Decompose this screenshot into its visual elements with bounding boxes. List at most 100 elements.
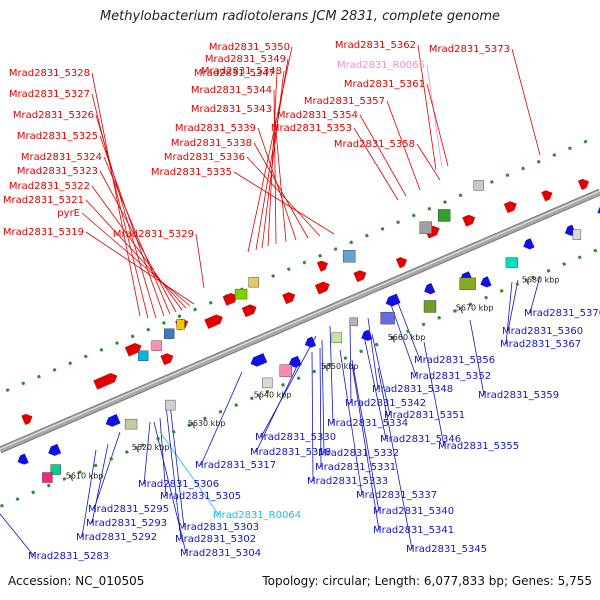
bottom-gene-label: Mrad2831_5333 [307, 476, 388, 487]
bottom-gene-label-leader [507, 279, 519, 332]
top-gene-label-leader [91, 72, 141, 317]
gene-feature-box [42, 472, 53, 483]
top-gene-label: Mrad2831_5338 [171, 138, 252, 149]
forward-gene-arrow [316, 260, 329, 272]
gene-feature-box [163, 328, 175, 339]
bottom-gene-label-leader [200, 371, 243, 466]
top-gene-label-leader [99, 170, 177, 313]
forward-gene-arrow [541, 190, 553, 202]
top-gene-label-leader [426, 64, 443, 169]
bottom-gene-label-leader [165, 405, 182, 540]
top-gene-label-leader [91, 185, 183, 311]
gene-feature-box [151, 340, 162, 351]
top-gene-label: Mrad2831_5329 [113, 229, 194, 240]
top-gene-label: Mrad2831_5322 [9, 181, 90, 192]
label-lines-layer [0, 44, 541, 557]
reverse-gene-arrow [385, 293, 401, 307]
top-gene-label: Mrad2831_5324 [21, 152, 102, 163]
reverse-gene-arrow [304, 336, 317, 348]
bottom-gene-label: Mrad2831_5331 [315, 462, 396, 473]
top-gene-label: Mrad2831_5319 [3, 227, 84, 238]
gene-feature-box [331, 332, 343, 344]
scale-tick [257, 393, 261, 401]
top-gene-label: Mrad2831_5321 [3, 195, 84, 206]
gene-feature-box [124, 418, 138, 430]
top-gene-label: Mrad2831_5353 [271, 123, 352, 134]
gene-feature-box [279, 364, 293, 377]
top-gene-label: Mrad2831_5348 [201, 66, 282, 77]
scale-tick-label: 5630 kbp [188, 419, 226, 428]
bottom-gene-label-leader [377, 367, 413, 550]
top-gene-label: Mrad2831_5349 [205, 54, 286, 65]
top-gene-label-leader [273, 108, 287, 243]
bottom-gene-label-leader [339, 349, 363, 496]
gene-features-layer [17, 178, 600, 483]
bottom-gene-label: Mrad2831_5334 [327, 418, 408, 429]
forward-gene-arrow [282, 292, 296, 305]
top-gene-label: Mrad2831_5347 [194, 68, 275, 79]
bottom-gene-label: Mrad2831_5356 [414, 355, 495, 366]
bottom-gene-label: Mrad2831_5304 [180, 548, 261, 559]
scale-tick [135, 445, 139, 453]
reverse-gene-arrow [250, 353, 268, 367]
scale-tick [324, 364, 328, 372]
bottom-gene-label: Mrad2831_5340 [373, 506, 454, 517]
reverse-gene-arrow [361, 329, 373, 341]
forward-gene-arrow [93, 372, 118, 390]
lower-guide-track [0, 246, 600, 508]
bottom-gene-label-leader [143, 421, 151, 485]
top-gene-label: Mrad2831_5335 [151, 167, 232, 178]
scale-tick-label: 5640 kbp [254, 391, 292, 400]
gene-feature-box [176, 319, 185, 330]
gene-feature-box [349, 317, 358, 327]
bottom-gene-label: Mrad2831_5293 [86, 518, 167, 529]
bottom-gene-label: Mrad2831_5330 [255, 432, 336, 443]
top-gene-label: Mrad2831_5339 [175, 123, 256, 134]
forward-gene-arrow [160, 353, 174, 366]
top-gene-label-leader [511, 48, 541, 156]
top-gene-label-leader [426, 83, 449, 167]
bottom-gene-label: Mrad2831_R0064 [213, 510, 301, 521]
top-gene-label: Mrad2831_5343 [191, 104, 272, 115]
top-gene-label: Mrad2831_5326 [13, 110, 94, 121]
gene-feature-box [505, 257, 519, 268]
forward-gene-arrow [503, 201, 517, 214]
bottom-gene-label: Mrad2831_5292 [76, 532, 157, 543]
forward-gene-arrow [353, 270, 367, 283]
upper-guide-track [0, 134, 600, 396]
top-gene-label: Mrad2831_5354 [277, 110, 358, 121]
scale-tick [191, 421, 195, 429]
bottom-gene-label: Mrad2831_5359 [478, 390, 559, 401]
top-gene-label: Mrad2831_5358 [334, 139, 415, 150]
top-gene-label-leader [386, 100, 421, 191]
top-gene-label-leader [91, 93, 149, 319]
top-gene-label-leader [267, 72, 278, 247]
bottom-gene-label: Mrad2831_5306 [138, 479, 219, 490]
text-layer: 5610 kbp 5620 kbp 5630 kbp 5640 kbp 5650 kbp… [3, 40, 600, 562]
bottom-gene-label-leader [329, 325, 334, 424]
gene-feature-box [342, 250, 356, 263]
top-gene-label: Mrad2831_5328 [9, 68, 90, 79]
accession-text: Accession: NC_010505 [8, 574, 145, 588]
top-gene-label-leader [261, 70, 285, 249]
scale-tick [69, 474, 73, 482]
bottom-gene-label-leader [260, 335, 317, 438]
gene-feature-box [234, 288, 248, 300]
bottom-gene-label: Mrad2831_5346 [380, 434, 461, 445]
backbone-layer [0, 134, 600, 508]
gene-feature-box [572, 229, 582, 240]
gene-feature-box [437, 209, 451, 222]
gene-feature-box [473, 180, 484, 191]
bottom-gene-label: Mrad2831_5351 [384, 410, 465, 421]
gene-feature-box [419, 221, 432, 234]
bottom-gene-label-leader [351, 363, 380, 531]
top-gene-label-leader [255, 58, 289, 251]
top-gene-label-leader [81, 212, 191, 307]
scale-tick-label: 5620 kbp [132, 443, 170, 452]
bottom-gene-label: Mrad2831_5342 [345, 398, 426, 409]
top-gene-label: Mrad2831_5323 [17, 166, 98, 177]
bottom-gene-label-leader [349, 321, 352, 404]
bottom-gene-label: Mrad2831_5360 [502, 326, 583, 337]
bottom-gene-label: Mrad2831_5341 [373, 525, 454, 536]
